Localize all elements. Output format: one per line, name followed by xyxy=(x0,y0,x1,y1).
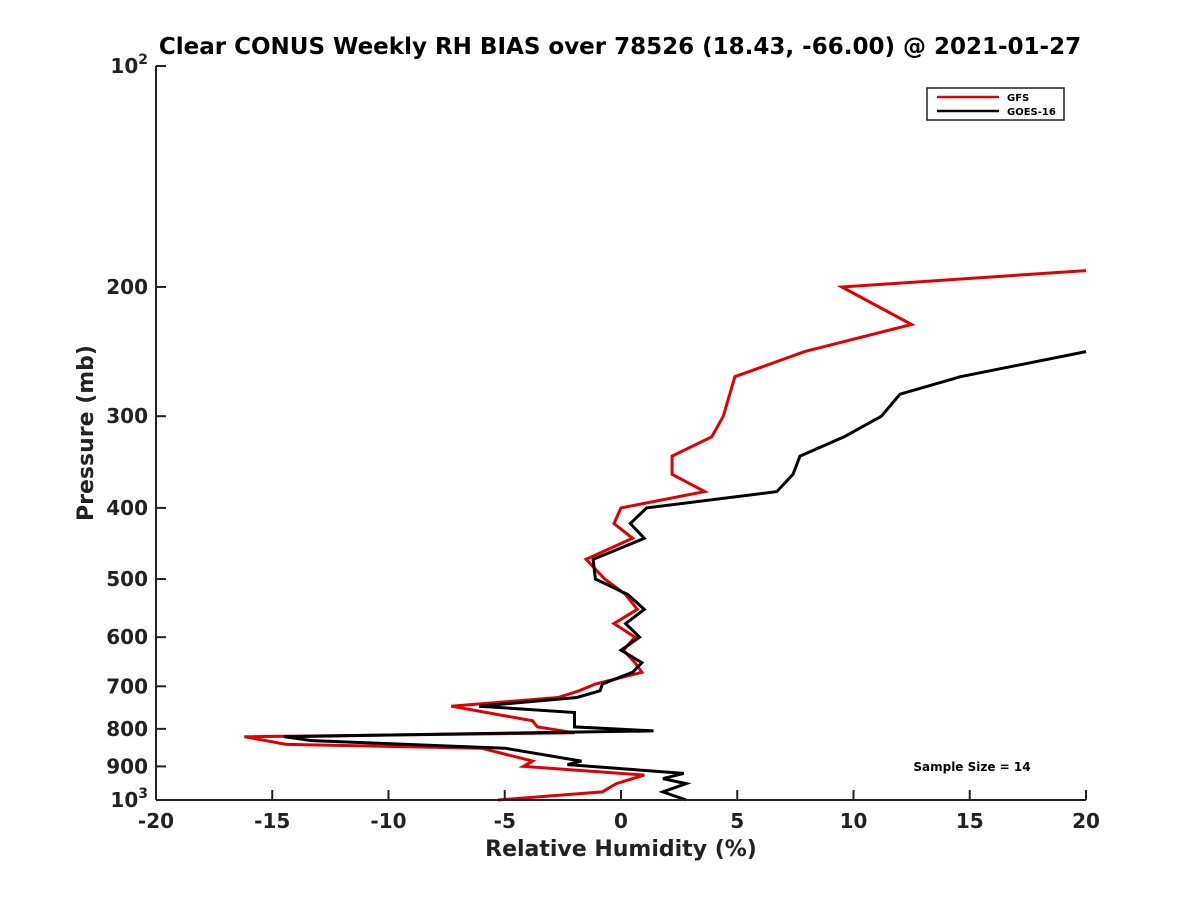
y-tick-label: 500 xyxy=(106,567,148,591)
x-tick-label: 0 xyxy=(614,809,628,833)
x-axis-ticks: -20 -15 -10 -5 0 5 10 15 20 xyxy=(138,790,1100,833)
plot-area xyxy=(156,66,1086,800)
x-tick-label: 20 xyxy=(1072,809,1100,833)
x-tick-label: 10 xyxy=(840,809,868,833)
chart-title: Clear CONUS Weekly RH BIAS over 78526 (1… xyxy=(159,34,1081,60)
y-tick-label: 400 xyxy=(106,496,148,520)
legend-entry-label: GOES-16 xyxy=(1007,107,1056,118)
series-layer xyxy=(244,269,1087,802)
series-line-goes-16 xyxy=(283,350,1087,802)
y-tick-label: 300 xyxy=(106,404,148,428)
y-tick-label: 600 xyxy=(106,625,148,649)
y-tick-label: 800 xyxy=(106,717,148,741)
y-axis-label: Pressure (mb) xyxy=(74,345,99,521)
x-tick-label: 15 xyxy=(956,809,984,833)
x-axis-label: Relative Humidity (%) xyxy=(485,837,757,862)
y-tick-label: 900 xyxy=(106,754,148,778)
x-tick-label: -20 xyxy=(138,809,174,833)
legend-entry-label: GFS xyxy=(1007,93,1029,104)
legend: GFS GOES-16 xyxy=(926,87,1065,121)
y-tick-label-power: 103 xyxy=(110,786,148,812)
x-tick-label: -10 xyxy=(370,809,406,833)
legend-box xyxy=(926,87,1065,121)
y-tick-label: 700 xyxy=(106,674,148,698)
y-tick-label: 200 xyxy=(106,275,148,299)
x-tick-label: -15 xyxy=(254,809,290,833)
series-line-gfs xyxy=(244,269,1087,802)
x-tick-label: 5 xyxy=(730,809,744,833)
y-axis-ticks: 200 300 400 500 600 700 800 900 102 103 xyxy=(106,52,166,812)
sample-size-annotation: Sample Size = 14 xyxy=(913,760,1030,774)
x-tick-label: -5 xyxy=(494,809,516,833)
y-tick-label-power: 102 xyxy=(110,52,148,78)
